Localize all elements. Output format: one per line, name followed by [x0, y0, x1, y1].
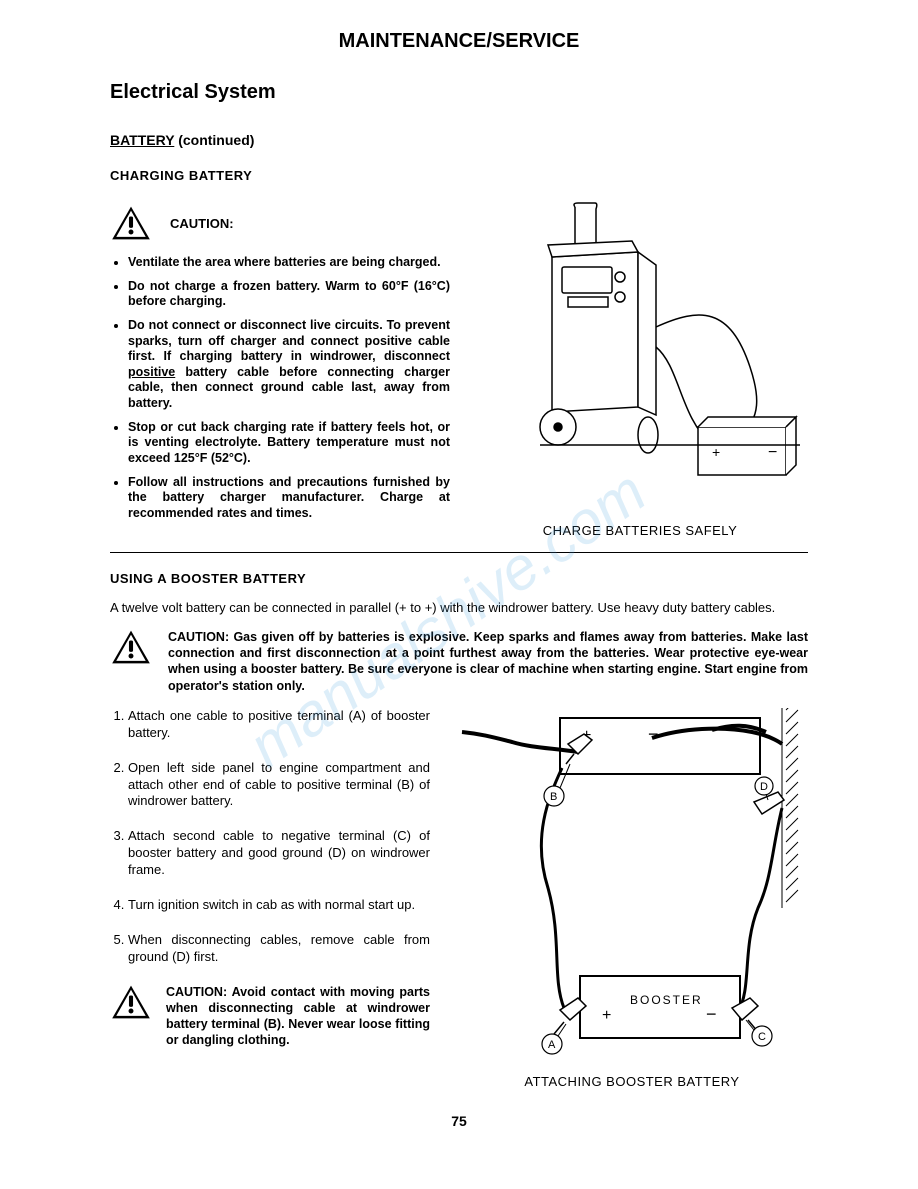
bullet-item: Do not connect or disconnect live circui… — [128, 318, 450, 412]
booster-intro-paragraph: A twelve volt battery can be connected i… — [110, 600, 808, 617]
step-item: When disconnecting cables, remove cable … — [128, 932, 430, 966]
bullet-item: Follow all instructions and precautions … — [128, 475, 450, 522]
warning-triangle-icon — [110, 205, 152, 241]
step-item: Attach one cable to positive terminal (A… — [128, 708, 430, 742]
caution-block-moving-parts: CAUTION: Avoid contact with moving parts… — [110, 984, 430, 1049]
caution-bullet-list: Ventilate the area where batteries are b… — [110, 255, 450, 521]
svg-text:−: − — [706, 1004, 717, 1024]
caution-block-booster: CAUTION: Gas given off by batteries is e… — [110, 629, 808, 694]
caution-label: CAUTION: — [170, 216, 234, 231]
section-title: Electrical System — [110, 81, 808, 104]
figure2-caption: ATTACHING BOOSTER BATTERY — [524, 1074, 739, 1089]
bullet-item: Ventilate the area where batteries are b… — [128, 255, 450, 271]
svg-text:C: C — [758, 1031, 766, 1043]
svg-text:+: + — [602, 1007, 611, 1024]
subheading-booster-battery: USING A BOOSTER BATTERY — [110, 571, 808, 586]
bullet-item: Stop or cut back charging rate if batter… — [128, 420, 450, 467]
caution-block-text: CAUTION: Gas given off by batteries is e… — [168, 629, 808, 694]
steps-list: Attach one cable to positive terminal (A… — [110, 708, 430, 966]
step-item: Turn ignition switch in cab as with norm… — [128, 897, 430, 914]
step-item: Attach second cable to negative terminal… — [128, 828, 430, 879]
step-item: Open left side panel to engine compartme… — [128, 760, 430, 811]
svg-text:−: − — [768, 444, 777, 461]
warning-triangle-icon — [110, 629, 152, 665]
svg-text:+: + — [712, 444, 720, 460]
svg-text:A: A — [548, 1039, 556, 1051]
separator-rule — [110, 552, 808, 553]
caution2-text: CAUTION: Avoid contact with moving parts… — [166, 984, 430, 1049]
svg-text:−: − — [648, 724, 659, 744]
svg-text:D: D — [760, 781, 768, 793]
figure-booster-battery: + − D — [452, 708, 812, 1068]
bullet-item: Do not charge a frozen battery. Warm to … — [128, 279, 450, 310]
svg-text:BOOSTER: BOOSTER — [630, 993, 703, 1007]
svg-text:B: B — [550, 791, 557, 803]
page-header: MAINTENANCE/SERVICE — [110, 30, 808, 53]
subheading-rest: (continued) — [174, 132, 254, 148]
subheading-underlined: BATTERY — [110, 132, 174, 148]
caution-heading: CAUTION: — [110, 205, 450, 241]
subheading-battery-continued: BATTERY (continued) — [110, 132, 808, 148]
figure-charge-batteries: + − — [480, 197, 800, 517]
subheading-charging-battery: CHARGING BATTERY — [110, 168, 808, 183]
figure1-caption: CHARGE BATTERIES SAFELY — [543, 523, 738, 538]
warning-triangle-icon — [110, 984, 152, 1020]
page-number: 75 — [110, 1113, 808, 1129]
